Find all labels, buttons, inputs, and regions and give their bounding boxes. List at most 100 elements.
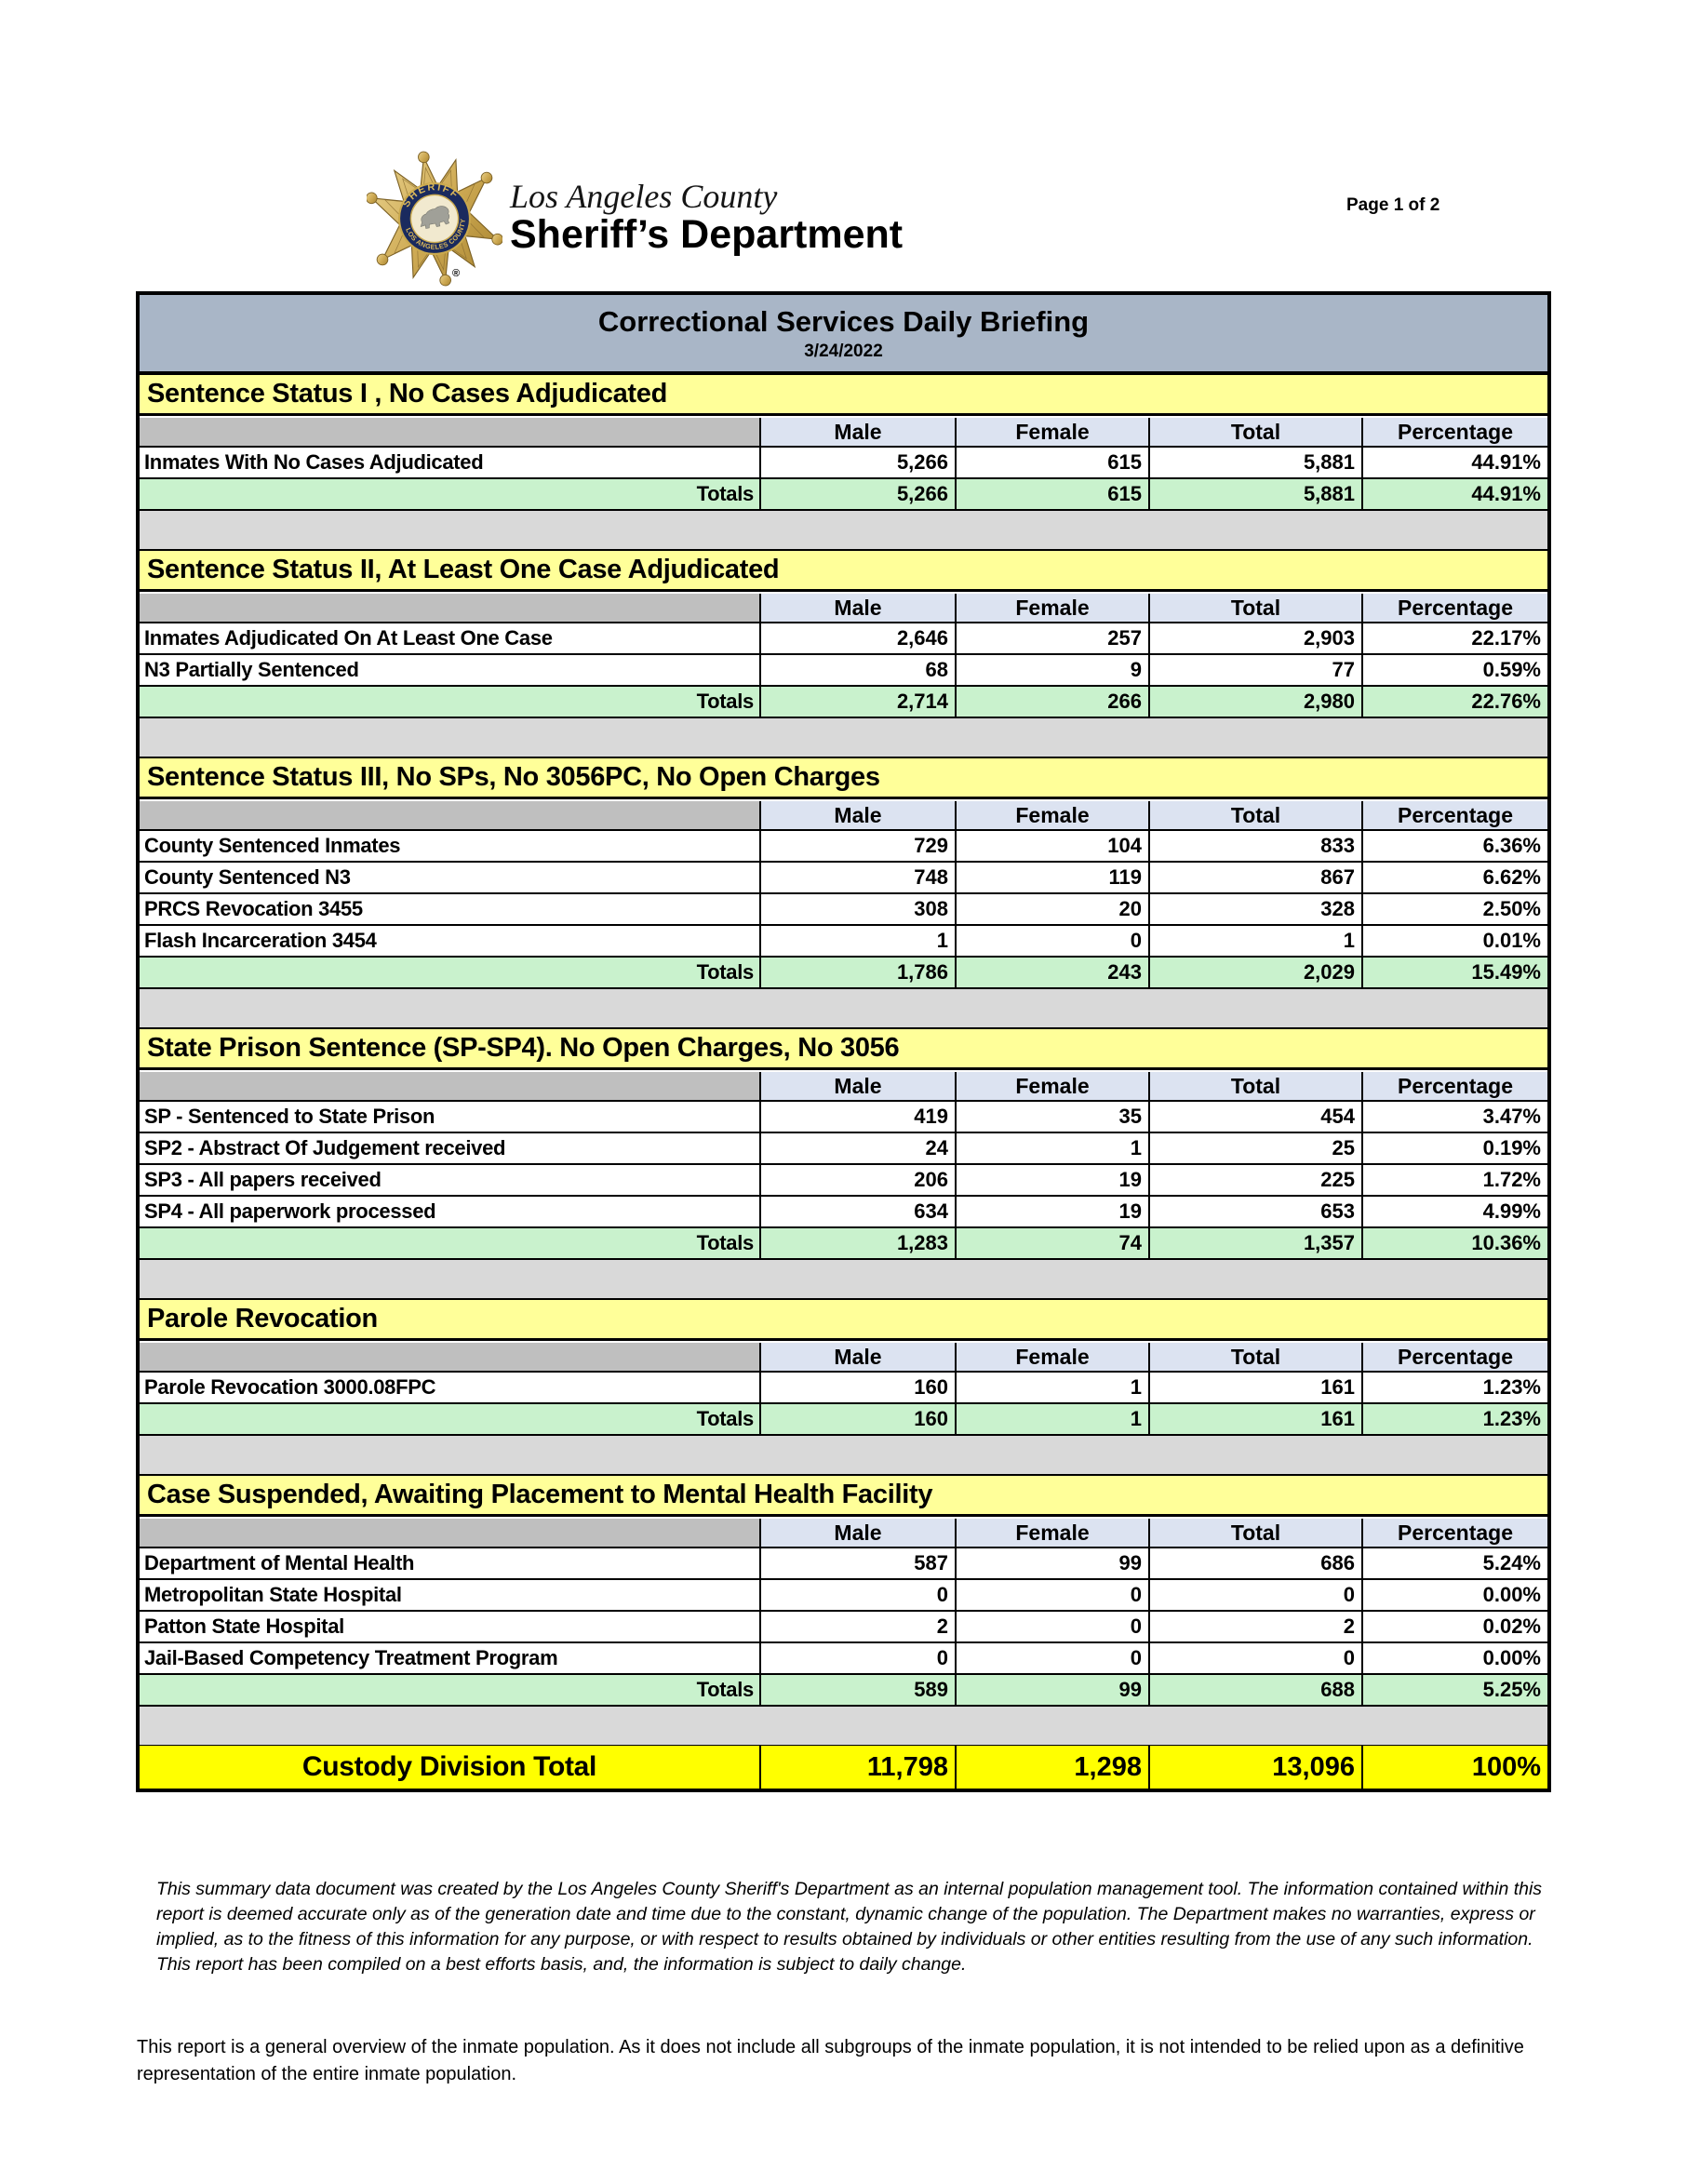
row-label: County Sentenced N3	[144, 865, 351, 889]
totals-male-value: 5,266	[759, 479, 955, 509]
row-male-value: 729	[759, 831, 955, 861]
section-spacer	[140, 1436, 1547, 1475]
section-header: Sentence Status II, At Least One Case Ad…	[140, 550, 1547, 592]
grand-total-percentage: 100%	[1361, 1746, 1547, 1789]
row-percentage-value: 3.47%	[1361, 1102, 1547, 1132]
row-percentage-value: 0.01%	[1361, 926, 1547, 956]
row-total-value: 653	[1148, 1197, 1361, 1226]
column-header-female: Female	[955, 1072, 1148, 1100]
row-male-value: 0	[759, 1580, 955, 1610]
data-row: Jail-Based Competency Treatment Program 0…	[140, 1643, 1547, 1675]
section-header: Sentence Status III, No SPs, No 3056PC, …	[140, 757, 1547, 799]
sheriff-star-badge-icon: SHERIFF LOS ANGELES COUNTY	[367, 151, 502, 287]
totals-male-value: 1,786	[759, 958, 955, 987]
row-male-value: 0	[759, 1643, 955, 1673]
column-header-row: Male Female Total Percentage	[140, 1341, 1547, 1373]
column-header-male: Male	[759, 801, 955, 829]
data-row: Metropolitan State Hospital 0 0 0 0.00%	[140, 1580, 1547, 1612]
logo-text: Los Angeles County Sheriff’s Department	[510, 179, 903, 255]
column-header-percentage: Percentage	[1361, 594, 1547, 622]
totals-male-value: 589	[759, 1675, 955, 1705]
grand-total-male: 11,798	[759, 1746, 955, 1789]
row-female-value: 119	[955, 863, 1148, 892]
row-female-value: 0	[955, 1580, 1148, 1610]
column-header-percentage: Percentage	[1361, 418, 1547, 446]
row-total-value: 225	[1148, 1165, 1361, 1195]
totals-row: Totals 1,786 243 2,029 15.49%	[140, 958, 1547, 989]
row-female-value: 104	[955, 831, 1148, 861]
column-header-row: Male Female Total Percentage	[140, 1517, 1547, 1548]
column-header-total: Total	[1148, 418, 1361, 446]
column-header-empty-cell	[140, 1072, 759, 1100]
row-male-value: 2	[759, 1612, 955, 1641]
totals-row: Totals 589 99 688 5.25%	[140, 1675, 1547, 1707]
totals-female-value: 266	[955, 687, 1148, 717]
column-header-percentage: Percentage	[1361, 1343, 1547, 1371]
row-total-value: 1	[1148, 926, 1361, 956]
row-male-value: 160	[759, 1373, 955, 1402]
row-label: Jail-Based Competency Treatment Program	[144, 1646, 558, 1669]
data-row: Parole Revocation 3000.08FPC 160 1 161 1.23%	[140, 1373, 1547, 1404]
column-header-row: Male Female Total Percentage	[140, 799, 1547, 831]
row-label: Parole Revocation 3000.08FPC	[144, 1375, 436, 1399]
row-percentage-value: 6.36%	[1361, 831, 1547, 861]
data-row: Flash Incarceration 3454 1 0 1 0.01%	[140, 926, 1547, 958]
totals-female-value: 74	[955, 1228, 1148, 1258]
row-percentage-value: 0.00%	[1361, 1580, 1547, 1610]
column-header-female: Female	[955, 1519, 1148, 1547]
disclaimer-text: This summary data document was created b…	[156, 1879, 1543, 1975]
row-percentage-value: 2.50%	[1361, 894, 1547, 924]
column-header-female: Female	[955, 594, 1148, 622]
totals-row: Totals 2,714 266 2,980 22.76%	[140, 687, 1547, 718]
column-header-empty-cell	[140, 418, 759, 446]
row-percentage-value: 1.72%	[1361, 1165, 1547, 1195]
row-total-value: 328	[1148, 894, 1361, 924]
data-row: SP3 - All papers received 206 19 225 1.72%	[140, 1165, 1547, 1197]
column-header-female: Female	[955, 1343, 1148, 1371]
bear-silhouette	[420, 206, 450, 229]
row-male-value: 5,266	[759, 448, 955, 477]
data-row: SP2 - Abstract Of Judgement received 24 1 2…	[140, 1133, 1547, 1165]
logo-county-line: Los Angeles County	[510, 178, 778, 215]
column-header-row: Male Female Total Percentage	[140, 416, 1547, 448]
column-header-row: Male Female Total Percentage	[140, 1070, 1547, 1102]
row-total-value: 686	[1148, 1548, 1361, 1578]
data-row: Department of Mental Health 587 99 686 5.24%	[140, 1548, 1547, 1580]
report-title: Correctional Services Daily Briefing	[597, 304, 1090, 338]
row-label: SP3 - All papers received	[144, 1168, 382, 1191]
row-label: Metropolitan State Hospital	[144, 1583, 402, 1606]
row-label: County Sentenced Inmates	[144, 834, 401, 857]
column-header-female: Female	[955, 418, 1148, 446]
grand-total-label: Custody Division Total	[301, 1751, 597, 1782]
section-spacer	[140, 1707, 1547, 1746]
totals-percentage-value: 5.25%	[1361, 1675, 1547, 1705]
row-total-value: 454	[1148, 1102, 1361, 1132]
row-male-value: 308	[759, 894, 955, 924]
totals-row: Totals 160 1 161 1.23%	[140, 1404, 1547, 1436]
data-row: PRCS Revocation 3455 308 20 328 2.50%	[140, 894, 1547, 926]
data-row: SP - Sentenced to State Prison 419 35 454 3.…	[140, 1102, 1547, 1133]
data-row: SP4 - All paperwork processed 634 19 653 4.9…	[140, 1197, 1547, 1228]
row-female-value: 257	[955, 623, 1148, 653]
totals-male-value: 1,283	[759, 1228, 955, 1258]
row-label: SP - Sentenced to State Prison	[144, 1105, 435, 1128]
totals-label: Totals	[696, 1231, 755, 1254]
totals-percentage-value: 15.49%	[1361, 958, 1547, 987]
row-total-value: 833	[1148, 831, 1361, 861]
grand-total-female: 1,298	[955, 1746, 1148, 1789]
totals-male-value: 160	[759, 1404, 955, 1434]
row-total-value: 25	[1148, 1133, 1361, 1163]
page-number: Page 1 of 2	[1346, 195, 1440, 215]
row-total-value: 0	[1148, 1643, 1361, 1673]
totals-female-value: 243	[955, 958, 1148, 987]
totals-total-value: 2,029	[1148, 958, 1361, 987]
column-header-total: Total	[1148, 594, 1361, 622]
row-label: Inmates With No Cases Adjudicated	[144, 450, 484, 474]
row-male-value: 2,646	[759, 623, 955, 653]
column-header-row: Male Female Total Percentage	[140, 592, 1547, 623]
totals-total-value: 2,980	[1148, 687, 1361, 717]
totals-percentage-value: 1.23%	[1361, 1404, 1547, 1434]
row-label: PRCS Revocation 3455	[144, 897, 363, 920]
row-total-value: 2,903	[1148, 623, 1361, 653]
grand-total-row: Custody Division Total 11,798 1,298 13,0…	[140, 1746, 1547, 1789]
